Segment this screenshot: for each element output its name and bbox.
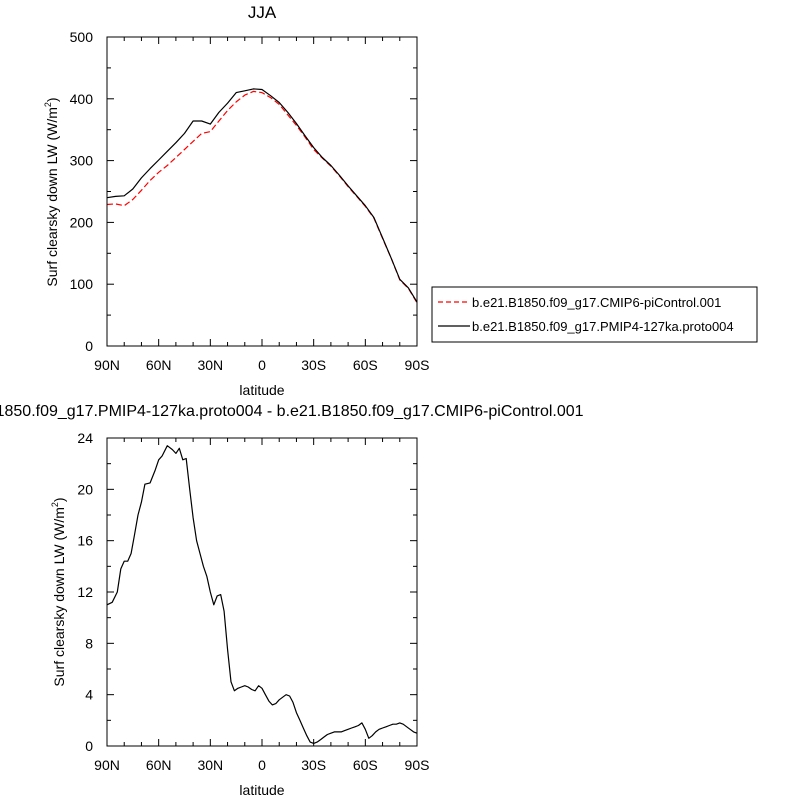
bottom-y-tick-label: 24 xyxy=(77,430,93,446)
top-y-tick-label: 400 xyxy=(70,91,94,107)
bottom-y-axis-label-main: Surf clearsky down LW (W/m xyxy=(51,507,67,686)
top-x-tick-label: 90N xyxy=(94,357,120,373)
legend-label-127ka: b.e21.B1850.f09_g17.PMIP4-127ka.proto004 xyxy=(472,319,734,334)
bottom-y-axis-label: Surf clearsky down LW (W/m2) xyxy=(50,497,67,686)
bottom-x-axis-label: latitude xyxy=(239,782,284,798)
top-x-tick-label: 60S xyxy=(353,357,378,373)
bottom-x-tick-label: 30N xyxy=(197,757,223,773)
top-series-line-1 xyxy=(106,88,418,303)
bottom-x-axis: 90N 60N 30N 0 30S 60S 90S xyxy=(94,438,429,773)
top-panel: JJA 90N 60N 30N 0 30S 60S 90S 0 100 200 300 400 500… xyxy=(43,3,429,398)
bottom-series-lines xyxy=(106,445,418,745)
top-y-tick-label: 500 xyxy=(70,29,94,45)
top-y-tick-label: 300 xyxy=(70,153,94,169)
legend-box xyxy=(431,286,758,343)
top-y-tick-label: 0 xyxy=(85,338,93,354)
bottom-y-axis-label-sup: 2 xyxy=(50,502,60,507)
bottom-y-tick-label: 16 xyxy=(77,533,93,549)
bottom-y-axis: 0 4 8 12 16 20 24 xyxy=(77,430,417,754)
top-x-tick-label: 90S xyxy=(405,357,430,373)
top-y-axis-label-sup: 2 xyxy=(43,102,53,107)
top-plot-frame xyxy=(106,36,418,347)
top-y-axis: 0 100 200 300 400 500 xyxy=(70,29,417,354)
bottom-plot-frame xyxy=(106,437,418,747)
bottom-x-tick-label: 90N xyxy=(94,757,120,773)
bottom-y-axis-label-tail: ) xyxy=(51,497,67,502)
bottom-series-line-0 xyxy=(106,445,418,745)
bottom-y-tick-label: 8 xyxy=(85,635,93,651)
top-x-axis-label: latitude xyxy=(239,382,284,398)
top-x-tick-label: 30N xyxy=(197,357,223,373)
top-y-axis-label-tail: ) xyxy=(44,97,60,102)
bottom-y-tick-label: 20 xyxy=(77,481,93,497)
bottom-y-tick-label: 0 xyxy=(85,738,93,754)
bottom-panel: b.e21.B1850.f09_g17.PMIP4-127ka.proto004… xyxy=(0,403,584,798)
top-chart-title: JJA xyxy=(248,3,277,22)
bottom-x-tick-label: 0 xyxy=(258,757,266,773)
top-x-tick-label: 0 xyxy=(258,357,266,373)
top-x-axis: 90N 60N 30N 0 30S 60S 90S xyxy=(94,37,429,373)
legend: b.e21.B1850.f09_g17.CMIP6-piControl.001 … xyxy=(431,286,758,343)
top-y-tick-label: 100 xyxy=(70,276,94,292)
bottom-x-tick-label: 60N xyxy=(146,757,172,773)
top-series-lines xyxy=(106,88,418,304)
bottom-y-tick-label: 4 xyxy=(85,687,93,703)
top-y-axis-label-main: Surf clearsky down LW (W/m xyxy=(44,107,60,286)
legend-label-picontrol: b.e21.B1850.f09_g17.CMIP6-piControl.001 xyxy=(472,295,721,310)
top-y-axis-label: Surf clearsky down LW (W/m2) xyxy=(43,97,60,286)
top-series-line-0 xyxy=(106,90,418,304)
top-x-tick-label: 30S xyxy=(301,357,326,373)
bottom-chart-title: b.e21.B1850.f09_g17.PMIP4-127ka.proto004… xyxy=(0,403,584,420)
bottom-x-tick-label: 60S xyxy=(353,757,378,773)
top-x-tick-label: 60N xyxy=(146,357,172,373)
bottom-x-tick-label: 90S xyxy=(405,757,430,773)
top-y-tick-label: 200 xyxy=(70,214,94,230)
bottom-x-tick-label: 30S xyxy=(301,757,326,773)
bottom-y-tick-label: 12 xyxy=(77,584,93,600)
